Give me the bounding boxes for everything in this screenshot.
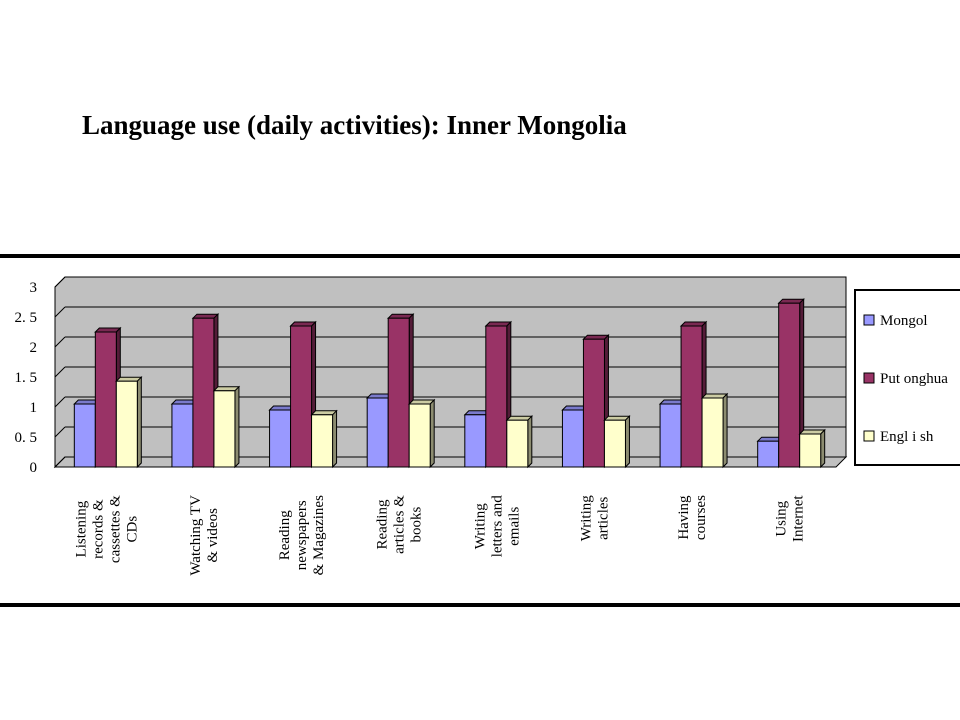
y-tick-label: 3 bbox=[30, 280, 38, 296]
category-label-line: Reading bbox=[375, 499, 391, 549]
bar-0-2 bbox=[269, 409, 292, 468]
chart-frame-bottom-rule bbox=[0, 603, 960, 607]
gridline-depth bbox=[54, 456, 66, 468]
bar-2-3-side bbox=[429, 398, 435, 469]
category-label-line: emails bbox=[506, 507, 522, 546]
bar-2-6 bbox=[701, 397, 724, 468]
category-label-line: Using bbox=[774, 500, 790, 536]
gridline-depth bbox=[54, 276, 66, 288]
legend-label-0: Mongol bbox=[880, 313, 928, 329]
legend: Mongol Put onghua Engl i sh bbox=[854, 289, 960, 466]
bar-1-3 bbox=[387, 317, 410, 468]
category-label-line: courses bbox=[693, 495, 709, 540]
bar-2-3 bbox=[408, 403, 431, 468]
gridline-depth bbox=[54, 306, 66, 318]
bar-2-1 bbox=[213, 390, 236, 468]
category-label-line: records & bbox=[90, 499, 106, 559]
bar-2-2 bbox=[311, 414, 334, 468]
bar-1-4 bbox=[485, 325, 508, 468]
bar-0-0 bbox=[73, 403, 96, 468]
gridline-depth bbox=[54, 336, 66, 348]
category-label-line: Writing bbox=[578, 495, 594, 542]
category-label-line: books bbox=[409, 506, 425, 542]
category-label-line: Internet bbox=[791, 495, 807, 542]
legend-swatch-1 bbox=[863, 372, 875, 384]
category-label-line: cassettes & bbox=[107, 495, 123, 563]
category-label-line: Watching TV bbox=[188, 495, 204, 576]
bar-0-1 bbox=[171, 403, 194, 468]
category-label-line: newspapers bbox=[294, 500, 310, 570]
bar-1-2 bbox=[290, 325, 313, 468]
category-label-line: letters and bbox=[489, 495, 505, 558]
category-label: Writing letters and emails bbox=[472, 495, 522, 558]
bar-2-7-side bbox=[820, 428, 826, 469]
y-tick-label: 2. 5 bbox=[15, 310, 38, 326]
bar-0-3 bbox=[366, 397, 389, 468]
bar-1-6 bbox=[680, 325, 703, 468]
category-label: Using Internet bbox=[774, 495, 807, 542]
bar-2-1-side bbox=[234, 385, 240, 469]
category-label: Listening records & cassettes & CDs bbox=[73, 495, 140, 563]
gridline-depth bbox=[54, 426, 66, 438]
gridline-depth bbox=[54, 396, 66, 408]
category-label-line: & videos bbox=[205, 508, 221, 563]
category-label-line: articles bbox=[595, 496, 611, 539]
bar-2-7 bbox=[799, 433, 822, 468]
bar-2-2-side bbox=[332, 409, 338, 469]
category-label: Having courses bbox=[676, 495, 709, 540]
bars bbox=[73, 297, 826, 469]
category-label-line: Reading bbox=[277, 510, 293, 560]
category-label: Reading newspapers & Magazines bbox=[277, 495, 327, 576]
y-tick-label: 1. 5 bbox=[15, 370, 38, 386]
bar-2-5-side bbox=[624, 414, 630, 469]
category-label-line: & Magazines bbox=[311, 495, 327, 576]
legend-label-1: Put onghua bbox=[880, 371, 948, 387]
chart-frame-top-rule bbox=[0, 254, 960, 258]
bar-1-1 bbox=[192, 317, 215, 468]
x-axis-category-labels: Listening records & cassettes & CDs Watching… bbox=[73, 495, 806, 576]
y-tick-label: 0. 5 bbox=[15, 430, 38, 446]
y-tick-label: 0 bbox=[30, 460, 38, 476]
y-tick-label: 2 bbox=[30, 340, 38, 356]
bar-2-6-side bbox=[722, 392, 728, 469]
legend-swatch-0 bbox=[863, 314, 875, 326]
bar-0-6 bbox=[659, 403, 682, 468]
category-label: Reading articles & books bbox=[375, 495, 425, 554]
bar-1-7 bbox=[778, 302, 801, 468]
category-label-line: CDs bbox=[124, 516, 140, 543]
legend-swatch-2 bbox=[863, 430, 875, 442]
bar-2-0 bbox=[115, 380, 138, 468]
bar-2-4 bbox=[506, 419, 529, 468]
gridline-depth bbox=[54, 366, 66, 378]
y-tick-label: 1 bbox=[30, 400, 38, 416]
category-label-line: Writing bbox=[472, 503, 488, 550]
category-label-line: Having bbox=[676, 495, 692, 540]
bar-1-0 bbox=[94, 331, 117, 468]
category-label: Writing articles bbox=[578, 495, 611, 542]
y-axis: 0 0. 5 1 1. 5 2 2. 5 3 bbox=[15, 280, 56, 476]
category-label-line: Listening bbox=[73, 500, 89, 557]
bar-0-7 bbox=[757, 440, 780, 468]
category-label: Watching TV & videos bbox=[188, 495, 221, 576]
bar-2-0-side bbox=[136, 375, 142, 469]
page-title: Language use (daily activities): Inner M… bbox=[82, 110, 627, 140]
category-label-line: articles & bbox=[392, 495, 408, 554]
bar-2-5 bbox=[603, 419, 626, 468]
bar-0-4 bbox=[464, 414, 487, 468]
bar-2-4-side bbox=[527, 414, 533, 469]
legend-label-2: Engl i sh bbox=[880, 429, 934, 445]
bar-0-5 bbox=[561, 409, 584, 468]
bar-1-5 bbox=[582, 338, 605, 468]
